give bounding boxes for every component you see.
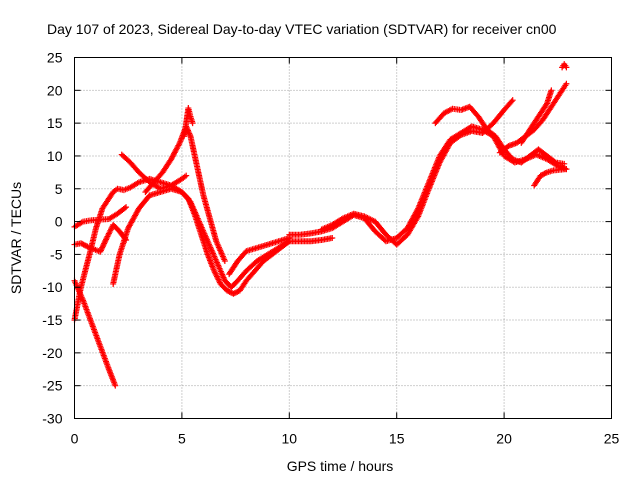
data-point	[189, 120, 196, 127]
y-axis: -30 -25 -20 -15 -10 -5 0 5 10 15 20 25	[42, 50, 612, 427]
series-track-g	[181, 105, 196, 140]
y-tick-label: -25	[42, 378, 62, 394]
y-tick-label: 0	[55, 214, 63, 230]
data-point	[551, 158, 558, 165]
plot-frame	[74, 57, 612, 419]
series-track-b	[71, 277, 119, 389]
data-point	[221, 257, 228, 264]
y-tick-label: 20	[47, 82, 63, 98]
data-point	[548, 87, 555, 94]
series-track-d	[71, 204, 130, 230]
y-axis-label: SDTVAR / TECUs	[8, 182, 24, 294]
data-point	[542, 170, 549, 177]
data-point	[100, 241, 107, 248]
data-point	[329, 235, 336, 241]
chart-title: Day 107 of 2023, Sidereal Day-to-day VTE…	[47, 21, 557, 37]
x-tick-label: 10	[282, 431, 298, 447]
data-point	[97, 247, 104, 254]
x-tick-label: 20	[496, 431, 512, 447]
series-track-n	[518, 87, 555, 146]
y-tick-label: -10	[42, 279, 62, 295]
data-point	[122, 235, 129, 242]
series-track-e	[118, 151, 190, 192]
data-point	[101, 239, 108, 246]
data-point	[123, 236, 130, 243]
series-track-l	[432, 103, 568, 167]
data-point	[509, 97, 516, 104]
x-tick-label: 5	[178, 431, 186, 447]
data-point	[99, 243, 106, 250]
data-point	[98, 246, 105, 253]
y-tick-label: 25	[47, 50, 63, 66]
y-tick-label: -20	[42, 345, 62, 361]
y-tick-label: 5	[55, 181, 63, 197]
series-track-f	[142, 123, 228, 264]
y-tick-label: -15	[42, 312, 62, 328]
data-point	[543, 101, 550, 108]
series-track-c	[110, 185, 336, 297]
data-point	[563, 80, 570, 87]
x-tick-label: 15	[389, 431, 405, 447]
data-point	[563, 166, 570, 173]
y-tick-label: -5	[50, 246, 63, 262]
data-point	[99, 244, 106, 251]
y-tick-label: 10	[47, 148, 63, 164]
x-axis-label: GPS time / hours	[287, 458, 394, 474]
series-track-h	[71, 221, 130, 255]
x-tick-label: 25	[604, 431, 620, 447]
x-tick-label: 0	[71, 431, 79, 447]
data-point	[97, 248, 104, 255]
series-track-o	[531, 166, 570, 189]
series-track-i	[226, 235, 293, 278]
y-tick-label: -30	[42, 411, 62, 427]
data-point	[83, 242, 90, 249]
data-point	[123, 204, 130, 211]
data-points	[71, 61, 570, 389]
series-track-k	[318, 97, 516, 248]
x-axis: 0 5 10 15 20 25	[71, 57, 620, 447]
series-track-p	[559, 61, 570, 71]
y-tick-label: 15	[47, 115, 63, 131]
data-point	[103, 236, 110, 243]
data-point	[101, 240, 108, 247]
data-point	[561, 160, 568, 167]
data-point	[102, 237, 109, 244]
data-point	[176, 141, 183, 148]
data-point	[121, 205, 128, 212]
data-point	[183, 172, 190, 179]
data-point	[508, 98, 515, 105]
data-point	[112, 382, 119, 389]
data-point	[563, 64, 570, 71]
